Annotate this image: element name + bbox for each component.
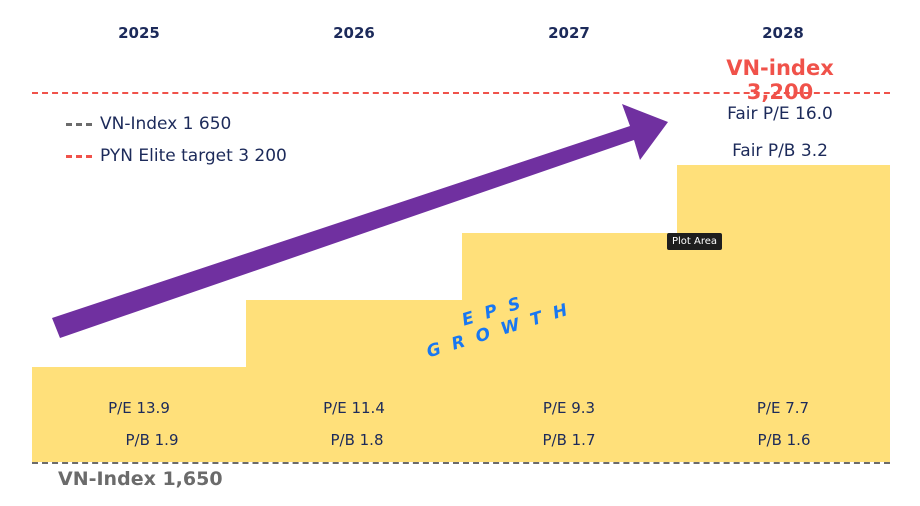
base-line [32, 462, 890, 464]
bar-2025 [32, 367, 246, 462]
legend-label: VN-Index 1 650 [100, 114, 232, 134]
bar-2026 [246, 300, 462, 462]
arrow-icon [52, 104, 668, 338]
pb-label: P/B 1.9 [125, 431, 179, 449]
target-line [32, 92, 890, 94]
legend-label: PYN Elite target 3 200 [100, 146, 287, 166]
bar-2027 [462, 233, 677, 462]
tooltip: Plot Area [667, 233, 723, 250]
year-label: 2027 [548, 24, 590, 42]
legend-item: PYN Elite target 3 200 [66, 146, 287, 166]
pe-label: P/E 9.3 [542, 399, 596, 417]
fair-pe: Fair P/E 16.0 [727, 104, 833, 124]
pb-label: P/B 1.7 [542, 431, 596, 449]
pe-label: P/E 7.7 [756, 399, 810, 417]
pb-label: P/B 1.6 [757, 431, 811, 449]
pe-label: P/E 11.4 [323, 399, 385, 417]
pe-label: P/E 13.9 [108, 399, 170, 417]
bar-2028 [677, 165, 890, 462]
year-label: 2026 [333, 24, 375, 42]
fair-pb: Fair P/B 3.2 [732, 141, 828, 161]
pb-label: P/B 1.8 [330, 431, 384, 449]
legend-item: VN-Index 1 650 [66, 114, 231, 134]
base-label: VN-Index 1,650 [58, 468, 223, 490]
gray-dash-icon [66, 122, 92, 126]
red-dash-icon [66, 154, 92, 158]
year-label: 2025 [118, 24, 160, 42]
year-label: 2028 [762, 24, 804, 42]
